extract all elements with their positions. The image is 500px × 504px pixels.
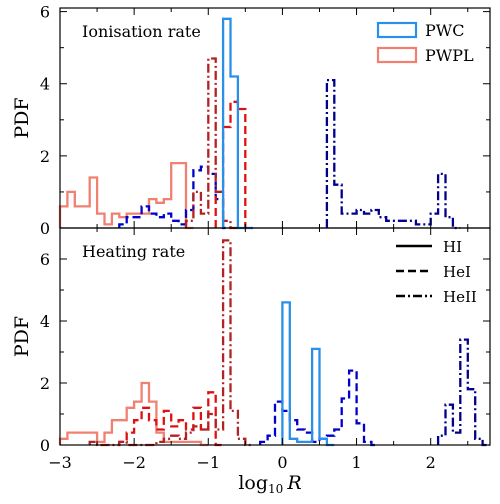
y-tick-label: 4: [40, 312, 50, 331]
y-tick-label: 6: [40, 250, 50, 269]
y-tick-label: 0: [40, 219, 50, 238]
xlabel-variable: R: [286, 472, 301, 494]
legend: PWC PWPL: [376, 21, 474, 65]
series-pwpl-heii: [88, 239, 253, 447]
xlabel-base: log: [238, 472, 268, 494]
panels: 0 2 4 6 PDF Ionisation rate PWC PWPL −3 −2 −1 0 1 2 0 2…: [11, 3, 491, 472]
panel-title: Ionisation rate: [82, 22, 201, 41]
series-pwpl-heii: [184, 57, 238, 230]
y-tick-label: 4: [40, 75, 50, 94]
legend-label: HeI: [443, 263, 471, 281]
axes-frame: [59, 227, 491, 446]
x-tick-label: 0: [277, 453, 287, 472]
series-pwpl: [58, 381, 209, 447]
x-tick-label: 1: [351, 453, 361, 472]
x-tick-label: −3: [48, 453, 72, 472]
xlabel-subscript: 10: [268, 482, 283, 496]
x-tick-label: −1: [196, 453, 220, 472]
panel-ionisation: 0 2 4 6 PDF Ionisation rate PWC PWPL: [11, 3, 491, 238]
y-tick-label: 2: [40, 147, 50, 166]
series-pwpl: [58, 161, 194, 230]
legend-label: HI: [443, 238, 462, 256]
y-tick-label: 2: [40, 374, 50, 393]
panel-title: Heating rate: [82, 242, 185, 261]
y-tick-label: 0: [40, 436, 50, 455]
legend-swatch: [376, 46, 418, 64]
x-tick-label: 2: [426, 453, 436, 472]
series-pwc-hi: [281, 301, 335, 447]
legend-label: HeII: [443, 288, 477, 306]
shared-x-axis-label: log10 R: [238, 472, 301, 496]
series-pwc-heii: [325, 78, 461, 230]
series-pwc-hi: [221, 17, 253, 230]
legend-label: PWC: [425, 21, 464, 40]
legend: HI HeI HeII: [396, 238, 477, 306]
y-tick-label: 6: [40, 3, 50, 22]
series-pwc-hei: [259, 369, 379, 447]
legend-swatch: [376, 21, 418, 39]
axes-frame: [59, 7, 491, 229]
panel-heating: −3 −2 −1 0 1 2 0 2 4 6 PDF Heating rate HI HeI HeII: [11, 227, 491, 472]
y-axis-label: PDF: [11, 316, 33, 357]
y-axis-label: PDF: [11, 97, 33, 138]
x-tick-label: −2: [122, 453, 146, 472]
legend-label: PWPL: [425, 46, 474, 65]
series-pwpl-hei: [118, 391, 224, 447]
series-pwc-heii: [436, 338, 490, 447]
series-pwc-hei: [118, 165, 231, 230]
series-pwpl-hei: [214, 100, 253, 230]
